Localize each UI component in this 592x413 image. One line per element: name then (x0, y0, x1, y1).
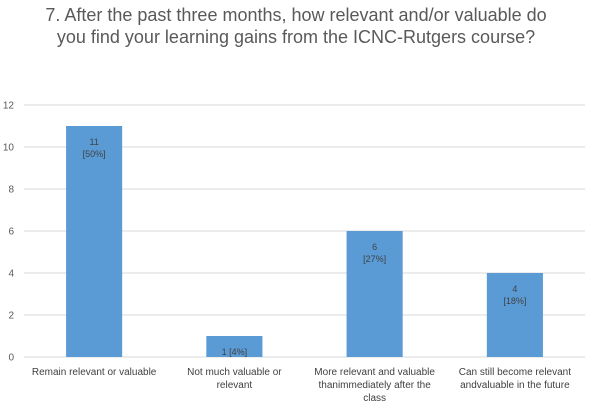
y-tick-label: 0 (8, 353, 14, 364)
x-tick-label: Can still become relevant (459, 367, 571, 378)
data-label: 11 (89, 137, 98, 147)
data-label: 4 (512, 284, 517, 294)
y-tick-label: 8 (8, 185, 14, 196)
y-tick-label: 12 (3, 101, 15, 112)
x-tick-label: andvaluable in the future (460, 380, 570, 391)
x-tick-label: Remain relevant or valuable (32, 367, 157, 378)
y-tick-label: 10 (3, 143, 15, 154)
data-label: [50%] (83, 149, 106, 159)
data-label: 1 [4%] (222, 347, 248, 357)
bar (66, 126, 123, 357)
bar (346, 231, 403, 357)
x-tick-label: Not much valuable or (187, 367, 282, 378)
data-label: 6 (372, 242, 377, 252)
y-tick-label: 2 (8, 311, 14, 322)
x-tick-label: More relevant and valuable (314, 367, 435, 378)
data-label: [27%] (363, 254, 386, 264)
x-tick-label: class (363, 393, 386, 404)
x-tick-label: relevant (217, 380, 253, 391)
y-tick-label: 4 (8, 269, 14, 280)
data-label: [18%] (503, 296, 526, 306)
y-tick-label: 6 (8, 227, 14, 238)
bar (486, 273, 543, 357)
bar (206, 336, 263, 357)
chart-title: 7. After the past three months, how rele… (45, 5, 547, 47)
x-tick-label: thanimmediately after the (318, 380, 431, 391)
